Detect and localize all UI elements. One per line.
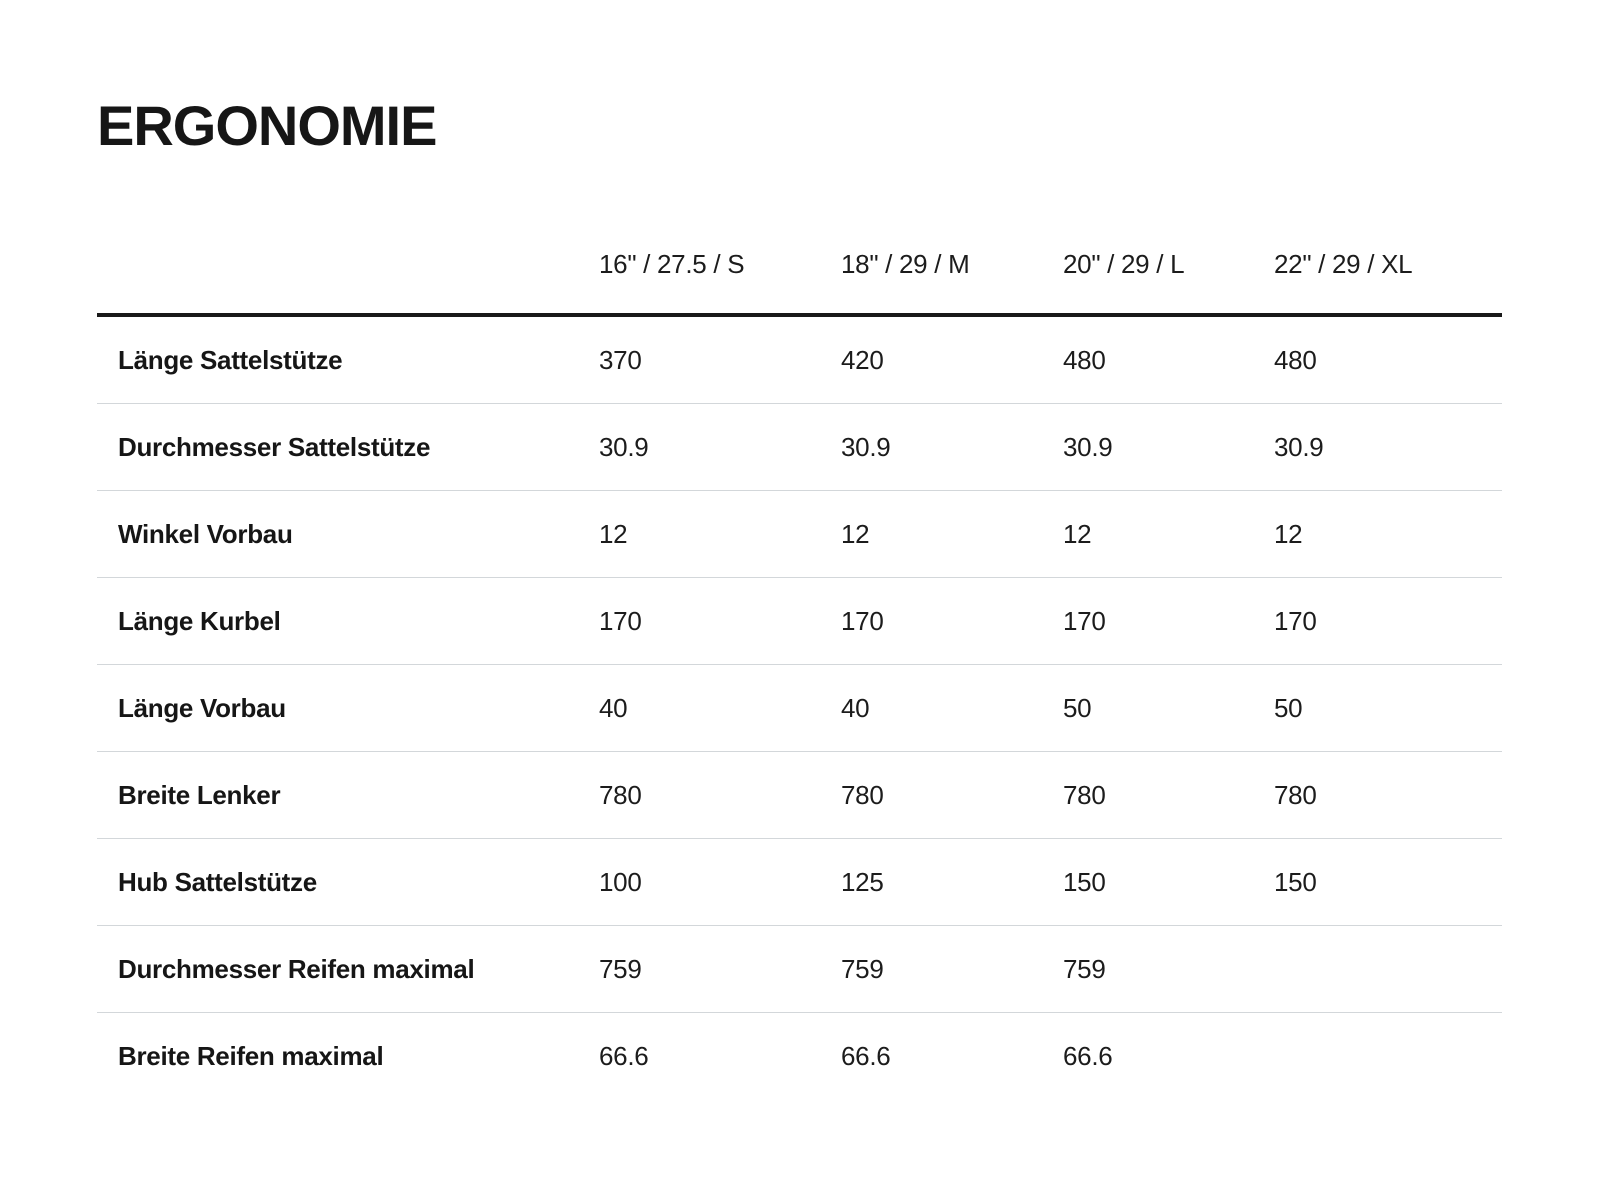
table-row: Breite Reifen maximal 66.6 66.6 66.6 <box>97 1013 1502 1100</box>
ergonomics-spec-table: 16" / 27.5 / S 18" / 29 / M 20" / 29 / L… <box>97 228 1502 1099</box>
header-row: 16" / 27.5 / S 18" / 29 / M 20" / 29 / L… <box>97 228 1502 317</box>
cell-value: 12 <box>1042 490 1253 578</box>
cell-value: 759 <box>1042 925 1253 1013</box>
cell-value: 780 <box>1253 751 1502 839</box>
cell-value: 125 <box>820 838 1042 926</box>
cell-value: 150 <box>1042 838 1253 926</box>
cell-value: 40 <box>820 664 1042 752</box>
cell-value: 780 <box>578 751 820 839</box>
cell-value: 420 <box>820 315 1042 404</box>
column-header-size-m: 18" / 29 / M <box>820 228 1042 317</box>
table-row: Winkel Vorbau 12 12 12 12 <box>97 490 1502 578</box>
table-row: Länge Vorbau 40 40 50 50 <box>97 664 1502 752</box>
cell-value: 759 <box>578 925 820 1013</box>
table-row: Durchmesser Sattelstütze 30.9 30.9 30.9 … <box>97 403 1502 491</box>
cell-value: 50 <box>1253 664 1502 752</box>
row-label: Hub Sattelstütze <box>97 838 578 926</box>
row-label: Durchmesser Reifen maximal <box>97 925 578 1013</box>
table-header: 16" / 27.5 / S 18" / 29 / M 20" / 29 / L… <box>97 228 1502 317</box>
cell-value: 30.9 <box>578 403 820 491</box>
cell-value: 12 <box>820 490 1042 578</box>
cell-value: 780 <box>1042 751 1253 839</box>
cell-value: 66.6 <box>599 1040 649 1071</box>
cell-value: 150 <box>1253 838 1502 926</box>
cell-value: 30.9 <box>1253 403 1502 491</box>
cell-value: 30.9 <box>1042 403 1253 491</box>
row-label: Breite Lenker <box>97 751 578 839</box>
spec-table-container: 16" / 27.5 / S 18" / 29 / M 20" / 29 / L… <box>97 228 1502 1099</box>
column-header-size-s: 16" / 27.5 / S <box>578 228 820 317</box>
table-body: Länge Sattelstütze 370 420 480 480 Durch… <box>97 315 1502 1099</box>
cell-value <box>1253 925 1502 1013</box>
row-label: Breite Reifen maximal <box>118 1040 384 1071</box>
cell-value: 480 <box>1042 315 1253 404</box>
cell-value: 170 <box>1042 577 1253 665</box>
header-spacer-cell <box>97 228 578 317</box>
cell-value: 66.6 <box>841 1040 891 1071</box>
cell-value: 12 <box>578 490 820 578</box>
cell-value: 370 <box>578 315 820 404</box>
row-label: Länge Sattelstütze <box>97 315 578 404</box>
row-label: Länge Kurbel <box>97 577 578 665</box>
table-row: Hub Sattelstütze 100 125 150 150 <box>97 838 1502 926</box>
cell-value: 50 <box>1042 664 1253 752</box>
table-row: Breite Lenker 780 780 780 780 <box>97 751 1502 839</box>
cell-value: 780 <box>820 751 1042 839</box>
table-row: Länge Sattelstütze 370 420 480 480 <box>97 315 1502 404</box>
cell-value <box>1253 1013 1502 1100</box>
cell-value: 12 <box>1253 490 1502 578</box>
cell-value: 170 <box>1253 577 1502 665</box>
row-label: Durchmesser Sattelstütze <box>97 403 578 491</box>
cell-value: 100 <box>578 838 820 926</box>
page-title: ERGONOMIE <box>97 94 437 157</box>
row-label: Länge Vorbau <box>97 664 578 752</box>
cell-value: 759 <box>820 925 1042 1013</box>
cell-value: 30.9 <box>820 403 1042 491</box>
cell-value: 480 <box>1253 315 1502 404</box>
cell-value: 170 <box>820 577 1042 665</box>
table-row: Durchmesser Reifen maximal 759 759 759 <box>97 925 1502 1013</box>
row-label: Winkel Vorbau <box>97 490 578 578</box>
column-header-size-l: 20" / 29 / L <box>1042 228 1253 317</box>
cell-value: 170 <box>578 577 820 665</box>
cell-value: 40 <box>578 664 820 752</box>
table-row: Länge Kurbel 170 170 170 170 <box>97 577 1502 665</box>
column-header-size-xl: 22" / 29 / XL <box>1253 228 1502 317</box>
cell-value: 66.6 <box>1063 1040 1113 1071</box>
